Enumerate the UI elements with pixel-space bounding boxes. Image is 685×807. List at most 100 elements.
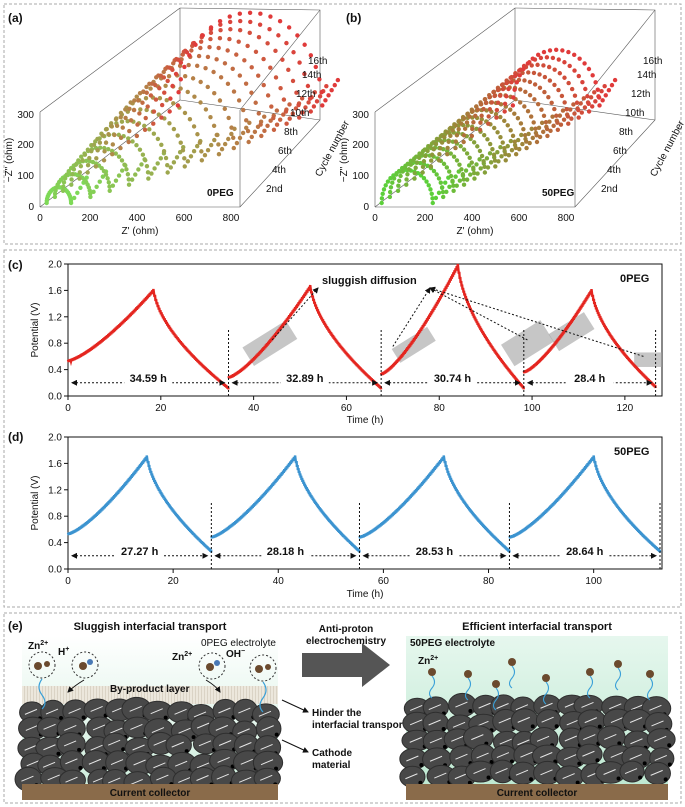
eis-tail-point [268, 118, 273, 123]
eis-point [576, 115, 581, 120]
eis-tail-point [436, 190, 442, 196]
particle-highlight [429, 737, 443, 744]
particle-highlight [496, 703, 509, 709]
eis-point [297, 60, 302, 65]
eis-point [421, 176, 427, 181]
eis-point [122, 162, 127, 167]
particle-highlight [451, 735, 464, 742]
eis-point [428, 164, 434, 169]
eis-point [433, 141, 439, 147]
eis-point [560, 48, 565, 53]
eis-point [79, 154, 84, 159]
eis-point [243, 81, 249, 86]
eis-point [462, 126, 468, 131]
particle-highlight [428, 704, 442, 711]
eis-point [273, 48, 278, 54]
particle-highlight [520, 751, 533, 758]
eis-point [502, 146, 507, 151]
eis-tail-point [274, 122, 280, 127]
eis-point [477, 148, 483, 154]
particle-highlight [428, 719, 441, 726]
eis-point [406, 167, 412, 172]
particle-highlight [630, 704, 644, 711]
eis-point [140, 100, 145, 105]
eis-point [268, 14, 273, 19]
panel-c-annotations: 34.59 h 32.89 h 30.74 h 28.4 h 0 20 40 60 80 100 1… [48, 260, 657, 414]
eis-point [134, 133, 140, 139]
eis-tail-point [205, 147, 211, 153]
eis-point [173, 71, 179, 77]
particle-highlight [609, 703, 622, 710]
eis-point [205, 54, 211, 60]
particle-highlight [540, 769, 553, 776]
eis-point [52, 194, 58, 200]
eis-point [195, 132, 200, 137]
panel-a-y-ticks: 2nd 4th 6th 8th 10th 12th 14th 16th [266, 56, 327, 195]
panel-d-axes [67, 436, 663, 570]
panel-a-z-tick-0: 0 [28, 202, 34, 213]
eis-point [512, 87, 517, 92]
eis-point [383, 183, 388, 188]
eis-point [199, 158, 205, 163]
panel-c-tag: 0PEG [620, 273, 649, 285]
eis-point [247, 30, 252, 36]
eis-point [528, 114, 534, 119]
zn-ion [646, 670, 654, 678]
zn-ion [492, 680, 500, 688]
potential-curve [508, 455, 662, 553]
eis-point [459, 167, 464, 172]
eis-point [107, 188, 112, 193]
particle-highlight [498, 717, 511, 724]
eis-tail-point [477, 157, 482, 162]
eis-tail-point [485, 165, 491, 170]
oh-label-sup: − [241, 648, 245, 655]
eis-point [231, 135, 236, 140]
eis-point [208, 115, 213, 120]
eis-point [217, 18, 223, 24]
eis-tail-point [603, 93, 608, 98]
eis-point [461, 177, 466, 182]
eis-point [211, 69, 216, 75]
ion-chain [508, 665, 516, 689]
eis-point [106, 132, 111, 137]
y-tick-label: 1.2 [48, 312, 62, 323]
eis-point [529, 63, 534, 68]
particle-highlight [562, 773, 575, 780]
eis-point [217, 98, 223, 103]
eis-tail-point [433, 195, 439, 201]
particle-highlight [65, 758, 78, 765]
eis-point [421, 159, 427, 164]
particle-highlight [651, 720, 664, 727]
eis-point [253, 49, 259, 54]
zn-bubble-left [28, 651, 56, 679]
h-bubble [71, 651, 99, 679]
eis-point [144, 107, 149, 113]
eis-point [514, 80, 519, 85]
oh-label-base: OH [226, 649, 241, 660]
cathode-label-1: Cathode [312, 748, 352, 759]
particle-highlight [624, 768, 638, 775]
eis-point [178, 60, 184, 65]
eis-point [508, 128, 513, 133]
panel-a-tag: 0PEG [207, 188, 234, 199]
eis-point [379, 196, 385, 201]
eis-point [498, 114, 503, 120]
particle-highlight [429, 755, 443, 762]
eis-point [457, 162, 462, 167]
particle-highlight [43, 744, 56, 751]
diffusion-pointer [429, 286, 644, 357]
particle-highlight [476, 752, 489, 759]
panel-d-label: (d) [8, 430, 23, 444]
eis-point [130, 139, 135, 144]
eis-point [203, 65, 208, 71]
eis-point [391, 176, 397, 181]
eis-point [387, 194, 393, 200]
eis-point [414, 160, 420, 165]
eis-point [582, 61, 587, 66]
eis-point [165, 78, 170, 84]
particle-highlight [584, 717, 597, 724]
eis-point [225, 81, 231, 87]
eis-point [460, 172, 466, 177]
eis-point [248, 19, 253, 25]
eis-tail-point [281, 112, 286, 117]
